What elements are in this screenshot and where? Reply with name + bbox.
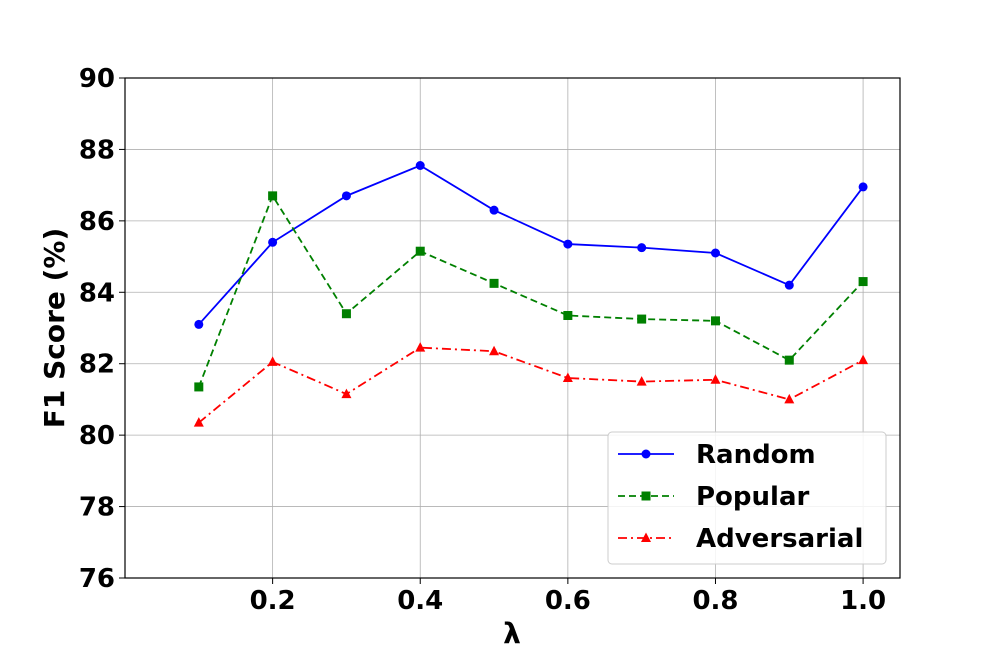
legend-box	[607, 431, 887, 565]
data-point-adversarial	[784, 393, 795, 404]
legend-label-popular: Popular	[696, 482, 809, 512]
y-tick-label: 90	[79, 64, 115, 94]
y-tick-label: 78	[79, 493, 115, 523]
data-point-popular	[784, 355, 794, 365]
y-tick-label: 82	[79, 350, 115, 380]
x-tick-label: 0.4	[397, 586, 443, 616]
legend-label-adversarial: Adversarial	[696, 524, 863, 554]
series-popular	[194, 191, 868, 392]
data-point-random	[268, 237, 278, 247]
data-point-adversarial	[267, 356, 278, 366]
data-point-popular	[563, 311, 573, 320]
data-point-popular	[489, 278, 499, 288]
x-tick-label: 1.0	[840, 586, 886, 616]
x-tick-label: 0.2	[250, 586, 296, 616]
data-point-popular	[268, 191, 278, 201]
data-point-popular	[710, 316, 720, 326]
series-line-random	[198, 164, 864, 326]
data-point-random	[194, 319, 204, 329]
legend-label-random: Random	[696, 440, 816, 470]
x-tick-label: 0.8	[692, 586, 738, 616]
series-group	[193, 161, 869, 427]
data-point-random	[858, 182, 868, 192]
plot-area-frame	[124, 77, 901, 579]
axis-ticks: 76 78 80 82 84 86 88 90 0.2 0.4 0.6 0.8 1.0	[79, 64, 886, 616]
series-line-adversarial	[198, 346, 864, 424]
data-point-popular	[637, 314, 647, 324]
data-point-random	[637, 243, 647, 253]
data-point-random	[710, 248, 720, 258]
x-tick-label: 0.6	[545, 586, 591, 616]
data-point-adversarial	[562, 372, 573, 382]
data-point-popular	[415, 246, 425, 256]
data-point-adversarial	[341, 388, 352, 399]
data-point-adversarial	[489, 345, 500, 356]
data-point-popular	[341, 309, 351, 319]
data-point-adversarial	[415, 342, 426, 352]
data-point-random	[784, 280, 794, 290]
x-axis-title: λ	[503, 617, 521, 650]
data-point-popular	[194, 382, 204, 392]
data-point-adversarial	[858, 354, 869, 365]
data-point-random	[489, 205, 499, 215]
legend-marker-popular	[641, 491, 651, 501]
series-line-popular	[197, 193, 864, 388]
data-point-adversarial	[710, 374, 721, 384]
legend-marker-adversarial	[641, 532, 651, 542]
legend-marker-random	[641, 449, 651, 459]
data-point-adversarial	[636, 376, 647, 386]
data-point-adversarial	[193, 417, 204, 427]
series-adversarial	[193, 342, 869, 427]
data-point-random	[341, 191, 351, 201]
y-tick-label: 86	[79, 207, 115, 237]
y-tick-label: 76	[79, 564, 115, 594]
series-random	[194, 161, 868, 329]
y-tick-label: 88	[79, 135, 115, 165]
legend: Random Popular Adversarial	[607, 431, 887, 565]
y-tick-label: 84	[79, 278, 115, 308]
data-point-random	[563, 239, 573, 249]
y-tick-label: 80	[79, 421, 115, 451]
data-point-random	[415, 161, 425, 170]
data-point-popular	[858, 277, 868, 287]
y-axis-title: F1 Score (%)	[38, 228, 71, 429]
